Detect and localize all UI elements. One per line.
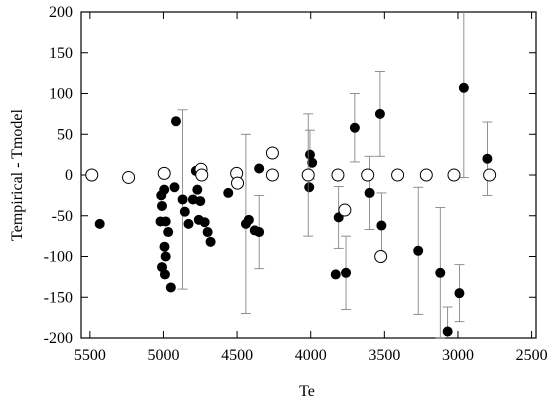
point <box>391 168 405 182</box>
point <box>155 216 166 227</box>
point <box>195 168 209 182</box>
point <box>361 168 375 182</box>
point <box>330 269 341 280</box>
x-tick-label: 4500 <box>221 347 253 364</box>
point <box>331 168 345 182</box>
point <box>254 163 265 174</box>
point <box>265 146 279 160</box>
point <box>160 251 171 262</box>
point <box>192 184 203 195</box>
point <box>94 218 105 229</box>
point <box>447 168 461 182</box>
point <box>265 168 279 182</box>
x-tick-label: 5000 <box>147 347 179 364</box>
x-tick-label: 2500 <box>516 347 548 364</box>
point <box>419 168 433 182</box>
point <box>374 250 388 263</box>
y-tick-label: -200 <box>44 330 73 347</box>
point <box>254 227 265 238</box>
x-axis-label: Te <box>299 383 315 400</box>
point <box>157 166 171 180</box>
point <box>413 245 424 256</box>
point <box>179 206 190 217</box>
point <box>156 200 167 211</box>
point <box>307 157 318 168</box>
point <box>301 168 315 182</box>
point <box>122 170 136 184</box>
x-tick-label: 3000 <box>442 347 474 364</box>
point <box>159 184 170 195</box>
point <box>482 153 493 164</box>
point <box>374 108 385 119</box>
point <box>341 267 352 278</box>
point <box>454 288 465 299</box>
point <box>159 269 170 280</box>
point <box>231 176 245 190</box>
y-tick-label: -100 <box>44 249 73 266</box>
y-tick-label: 50 <box>57 126 73 143</box>
point <box>159 241 170 252</box>
point <box>458 82 469 93</box>
point <box>376 220 387 231</box>
y-axis-label: Tempirical - Tmodel <box>9 109 26 241</box>
point <box>202 227 213 238</box>
point <box>364 187 375 198</box>
point <box>170 116 181 127</box>
point <box>338 203 352 217</box>
point <box>199 217 210 228</box>
point <box>304 149 315 160</box>
point <box>195 196 206 207</box>
point <box>483 168 497 182</box>
x-tick-label: 3500 <box>368 347 400 364</box>
x-tick-label: 5500 <box>74 347 106 364</box>
y-tick-label: -150 <box>44 289 73 306</box>
point <box>205 236 216 247</box>
point <box>349 122 360 133</box>
point <box>435 267 446 278</box>
y-tick-label: 150 <box>49 45 73 62</box>
point <box>183 218 194 229</box>
point <box>177 194 188 205</box>
point <box>85 168 99 182</box>
x-tick-label: 4000 <box>295 347 327 364</box>
y-tick-label: 200 <box>49 4 73 21</box>
point <box>169 182 180 193</box>
point <box>442 326 453 337</box>
point <box>223 187 234 198</box>
y-tick-label: -50 <box>52 208 73 225</box>
y-tick-label: 0 <box>65 167 73 184</box>
y-tick-label: 100 <box>49 86 73 103</box>
point <box>165 282 176 293</box>
point <box>243 214 254 225</box>
point <box>163 227 174 238</box>
point <box>304 182 315 193</box>
